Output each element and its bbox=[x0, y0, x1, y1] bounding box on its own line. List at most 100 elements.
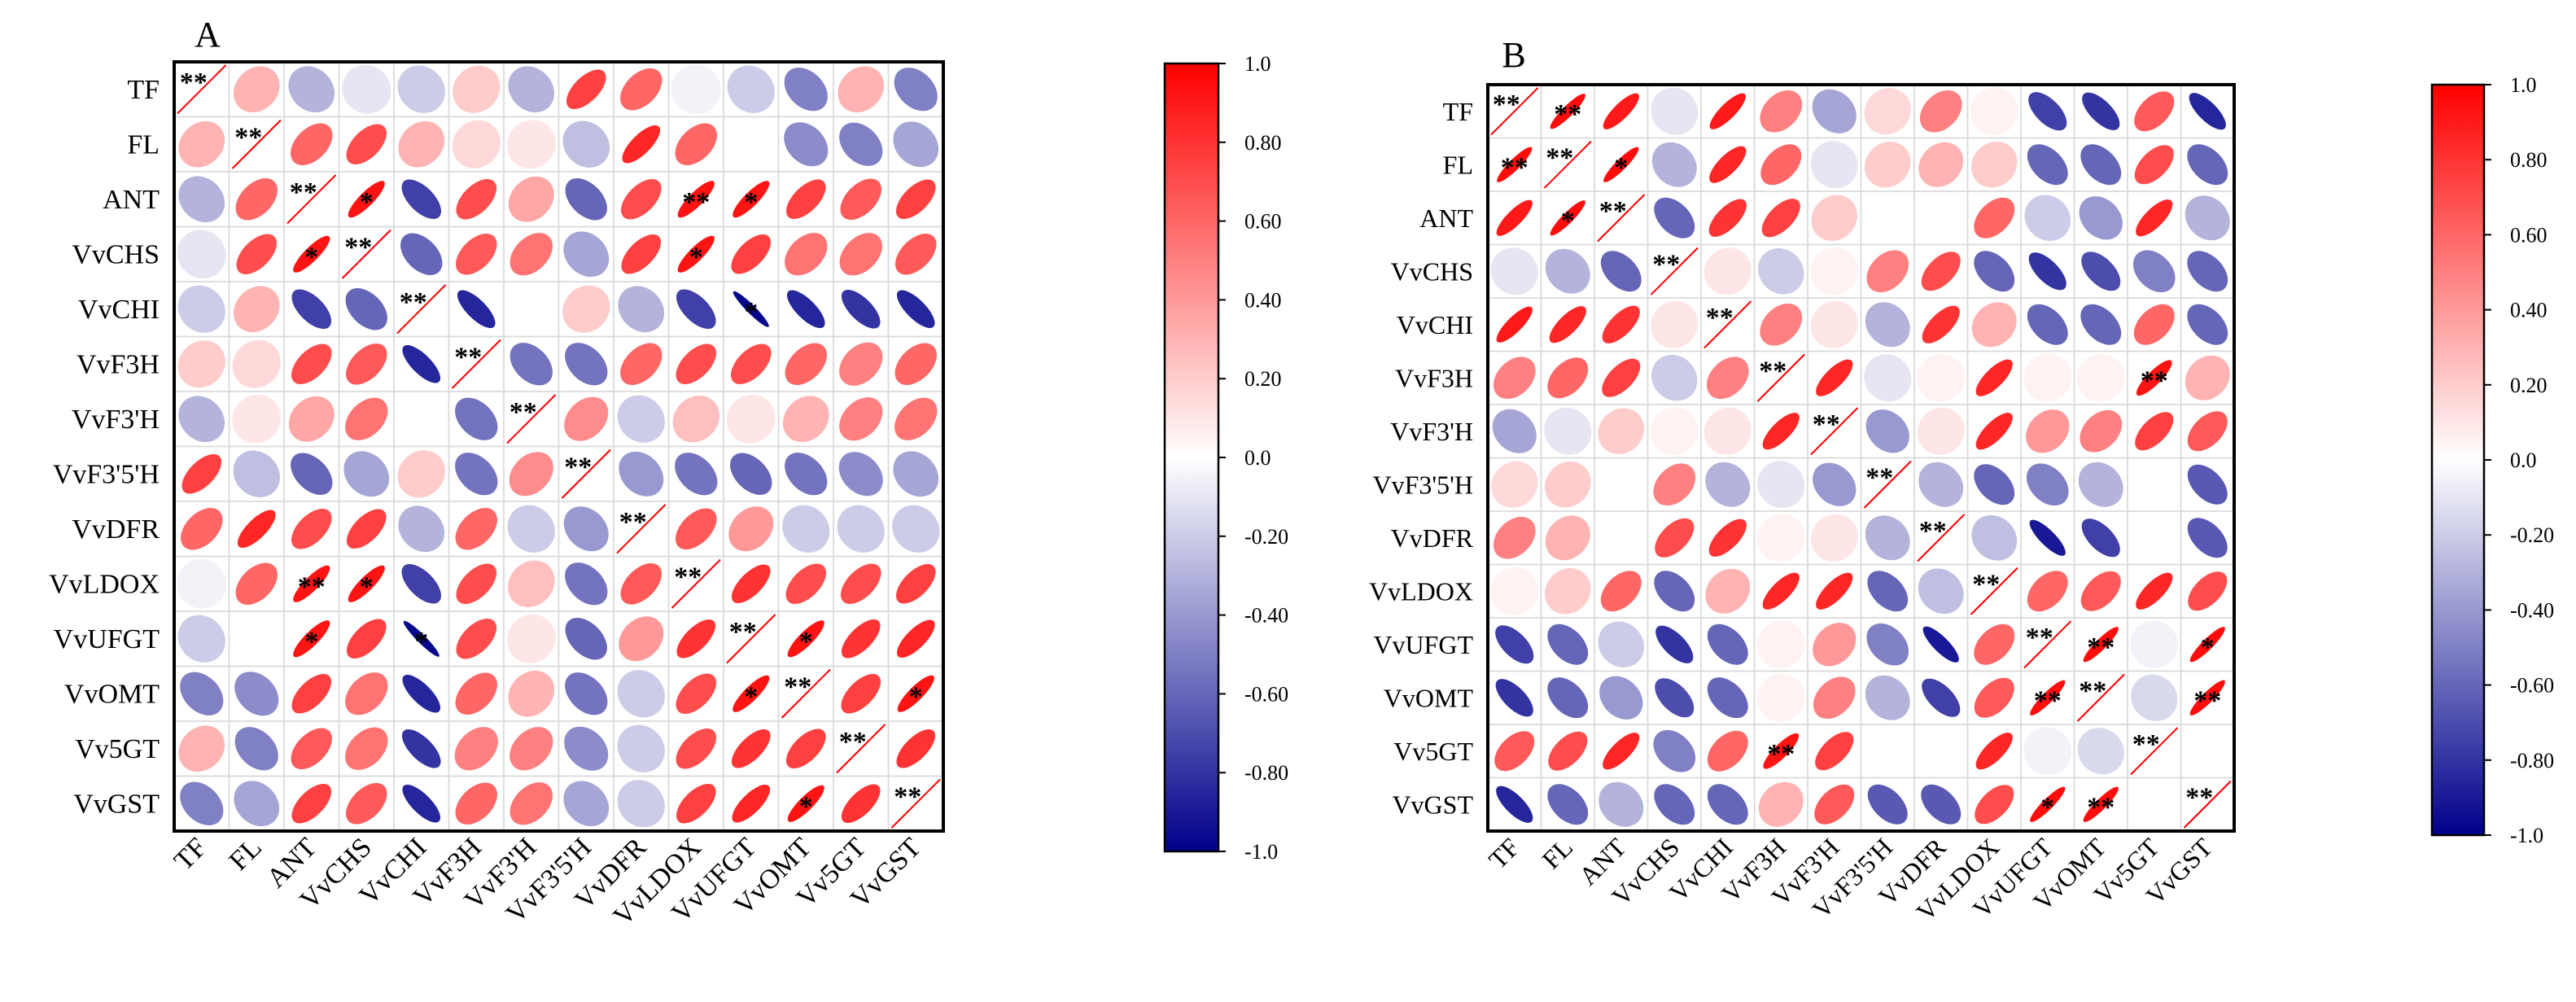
colorbar-tick-label: 0.0 bbox=[1244, 446, 1271, 470]
correlation-ellipse bbox=[345, 727, 388, 770]
correlation-ellipse bbox=[345, 288, 387, 330]
correlation-ellipse bbox=[2026, 463, 2069, 506]
correlation-ellipse bbox=[232, 394, 282, 444]
correlation-ellipse bbox=[1919, 90, 1962, 133]
correlation-ellipse bbox=[2136, 360, 2172, 396]
grid-cell bbox=[1913, 724, 1969, 779]
correlation-ellipse bbox=[1599, 781, 1644, 827]
correlation-ellipse bbox=[1706, 357, 1749, 400]
correlation-ellipse bbox=[564, 726, 609, 771]
correlation-ellipse bbox=[893, 121, 939, 168]
diagonal-line bbox=[1863, 460, 1912, 509]
correlation-ellipse bbox=[180, 781, 224, 825]
colorbar-tick-label: -1.0 bbox=[1244, 840, 1278, 864]
diagonal-line bbox=[1810, 407, 1859, 456]
diagonal-line bbox=[1597, 194, 1646, 243]
significance-label: * bbox=[360, 187, 374, 217]
panel-label: B bbox=[1502, 35, 1525, 75]
correlation-ellipse bbox=[291, 123, 333, 165]
significance-label: ** bbox=[2079, 676, 2106, 706]
correlation-ellipse bbox=[1651, 300, 1699, 348]
diagonal-line bbox=[1490, 87, 1539, 136]
panel-a: A****** * ** ** ** *** *********** * *** * ** ** ** *… bbox=[49, 15, 1288, 932]
correlation-ellipse bbox=[1975, 413, 2013, 450]
correlation-ellipse bbox=[1545, 248, 1590, 294]
correlation-ellipse bbox=[346, 619, 387, 659]
significance-label: * bbox=[360, 571, 374, 602]
correlation-ellipse bbox=[1758, 781, 1804, 827]
correlation-ellipse bbox=[2131, 674, 2178, 721]
correlation-ellipse bbox=[509, 452, 553, 497]
correlation-ellipse bbox=[676, 728, 717, 769]
diagonal-line bbox=[2130, 727, 2179, 776]
correlation-ellipse bbox=[896, 729, 936, 768]
correlation-ellipse bbox=[2029, 519, 2066, 556]
correlation-ellipse bbox=[1816, 359, 1853, 396]
correlation-ellipse bbox=[402, 344, 441, 383]
correlation-ellipse bbox=[1757, 247, 1804, 295]
diagonal-line bbox=[1756, 353, 1805, 402]
correlation-ellipse bbox=[892, 505, 940, 553]
correlation-ellipse bbox=[1918, 462, 1964, 507]
correlation-ellipse bbox=[785, 343, 827, 385]
correlation-ellipse bbox=[510, 233, 553, 276]
correlation-ellipse bbox=[2188, 571, 2228, 611]
correlation-ellipse bbox=[2134, 91, 2175, 132]
correlation-ellipse bbox=[675, 123, 717, 165]
correlation-ellipse bbox=[1550, 94, 1585, 129]
correlation-ellipse bbox=[1707, 624, 1748, 665]
correlation-ellipse bbox=[397, 450, 445, 498]
correlation-ellipse bbox=[565, 343, 608, 386]
correlation-ellipse bbox=[1490, 567, 1539, 615]
correlation-ellipse bbox=[896, 619, 935, 659]
row-label-ant: ANT bbox=[103, 185, 160, 215]
correlation-ellipse bbox=[1600, 251, 1642, 292]
diagonal-line bbox=[396, 284, 447, 335]
correlation-ellipse bbox=[2133, 304, 2175, 345]
correlation-ellipse bbox=[1810, 514, 1858, 562]
correlation-ellipse bbox=[1922, 678, 1961, 717]
correlation-ellipse bbox=[1974, 624, 2015, 665]
significance-label: ** bbox=[2141, 365, 2168, 396]
correlation-ellipse bbox=[1491, 461, 1538, 508]
correlation-ellipse bbox=[510, 782, 553, 825]
correlation-ellipse bbox=[2080, 409, 2123, 453]
significance-label: * bbox=[909, 681, 923, 711]
correlation-ellipse bbox=[288, 396, 335, 442]
colorbar-tick-label: -0.20 bbox=[2510, 523, 2554, 547]
correlation-ellipse bbox=[565, 672, 608, 715]
correlation-ellipse bbox=[672, 396, 719, 443]
correlation-ellipse bbox=[2187, 464, 2228, 505]
row-label-ant: ANT bbox=[1419, 203, 1473, 233]
correlation-ellipse bbox=[456, 618, 497, 659]
correlation-ellipse bbox=[620, 68, 663, 111]
correlation-ellipse bbox=[1921, 252, 1961, 291]
significance-label: ** bbox=[344, 232, 372, 262]
correlation-ellipse bbox=[730, 343, 772, 385]
correlation-ellipse bbox=[1548, 731, 1588, 771]
grid-cell bbox=[1860, 724, 1915, 779]
colorbar bbox=[2430, 83, 2486, 837]
correlation-ellipse bbox=[2080, 144, 2122, 186]
correlation-ellipse bbox=[1867, 784, 1908, 825]
correlation-ellipse bbox=[345, 397, 388, 440]
correlation-ellipse bbox=[1709, 146, 1747, 183]
row-label-fl: FL bbox=[127, 129, 160, 160]
correlation-ellipse bbox=[839, 233, 882, 276]
correlation-ellipse bbox=[234, 672, 279, 716]
correlation-ellipse bbox=[1550, 200, 1585, 236]
correlation-ellipse bbox=[177, 558, 227, 609]
significance-label: ** bbox=[2087, 792, 2115, 822]
diagonal-line bbox=[231, 119, 282, 169]
correlation-ellipse bbox=[1810, 141, 1858, 189]
correlation-ellipse bbox=[676, 343, 717, 385]
correlation-ellipse bbox=[506, 614, 556, 663]
correlation-ellipse bbox=[2078, 462, 2123, 507]
significance-label: ** bbox=[1501, 152, 1529, 182]
correlation-ellipse bbox=[618, 286, 665, 333]
significance-label: ** bbox=[2034, 685, 2062, 715]
correlation-ellipse bbox=[1816, 572, 1853, 610]
correlation-ellipse bbox=[2187, 251, 2228, 292]
significance-label: ** bbox=[1813, 409, 1840, 440]
correlation-ellipse bbox=[348, 181, 385, 218]
